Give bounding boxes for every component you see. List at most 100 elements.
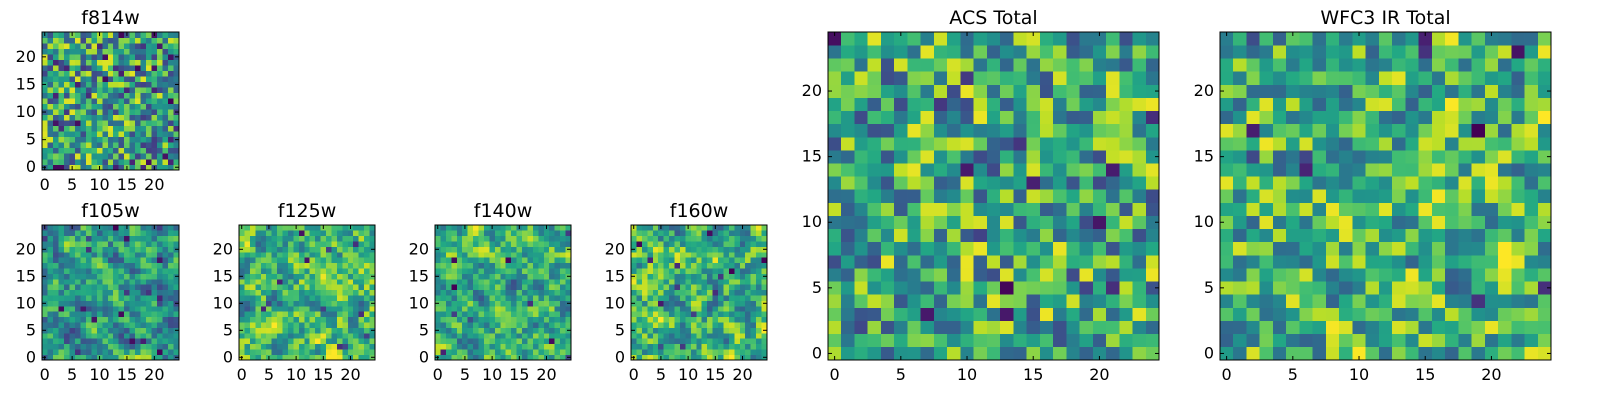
heatmap-cell — [102, 338, 109, 345]
heatmap-cell — [42, 158, 48, 165]
heatmap-cell — [47, 43, 54, 49]
heatmap-cell — [129, 349, 136, 355]
heatmap-cell — [1445, 189, 1459, 203]
heatmap-cell — [1106, 215, 1120, 230]
heatmap-cell — [516, 262, 523, 269]
heatmap-cell — [107, 252, 114, 258]
heatmap-cell — [69, 300, 76, 307]
heatmap-cell — [1272, 333, 1287, 348]
heatmap-cell — [527, 284, 534, 291]
heatmap-cell — [1299, 123, 1313, 138]
heatmap-cell — [282, 338, 289, 345]
heatmap-cell — [690, 343, 697, 350]
heatmap-cell — [690, 300, 697, 307]
heatmap-cell — [69, 333, 76, 339]
heatmap-cell — [750, 268, 757, 274]
heatmap-cell — [304, 230, 311, 237]
heatmap-cell — [1498, 228, 1512, 243]
heatmap-cell — [168, 109, 174, 116]
heatmap-cell — [1079, 71, 1094, 85]
heatmap-cell — [239, 241, 245, 247]
heatmap-cell — [69, 327, 76, 334]
heatmap-cell — [107, 142, 114, 149]
heatmap-cell — [658, 257, 664, 264]
heatmap-cell — [293, 273, 300, 280]
heatmap-cell — [841, 228, 855, 243]
heatmap-cell — [1378, 110, 1393, 125]
heatmap-cell — [342, 246, 349, 253]
heatmap-cell — [244, 333, 251, 339]
heatmap-cell — [734, 257, 741, 264]
heatmap-cell — [304, 306, 311, 312]
heatmap-cell — [734, 279, 741, 285]
heatmap-cell — [309, 235, 316, 242]
heatmap-cell — [986, 346, 1001, 361]
heatmap-cell — [277, 327, 283, 334]
heatmap-cell — [532, 354, 539, 361]
heatmap-cell — [467, 241, 474, 247]
heatmap-cell — [364, 225, 370, 231]
heatmap-cell — [244, 273, 251, 280]
heatmap-cell — [451, 316, 458, 323]
heatmap-cell — [326, 225, 332, 231]
heatmap-cell — [1484, 110, 1499, 125]
heatmap-cell — [118, 300, 125, 307]
heatmap-cell — [1000, 189, 1014, 203]
heatmap-cell — [47, 76, 54, 82]
heatmap-cell — [532, 225, 539, 231]
heatmap-cell — [52, 37, 59, 44]
heatmap-cell — [894, 150, 908, 164]
heatmap-cell — [42, 262, 48, 269]
heatmap-cell — [113, 32, 120, 38]
heatmap-cell — [1286, 123, 1300, 138]
heatmap-cell — [1537, 228, 1552, 243]
heatmap-cell — [326, 279, 332, 285]
heatmap-cell — [565, 252, 572, 258]
heatmap-cell — [701, 273, 708, 280]
heatmap-cell — [560, 279, 566, 285]
heatmap-cell — [500, 354, 507, 361]
heatmap-cell — [342, 284, 349, 291]
heatmap-cell — [129, 289, 136, 296]
heatmap-cell — [679, 241, 686, 247]
heatmap-cell — [538, 257, 545, 264]
heatmap-cell — [1405, 281, 1419, 295]
heatmap-cell — [124, 92, 130, 99]
heatmap-cell — [473, 262, 479, 269]
heatmap-cell — [107, 114, 114, 121]
heatmap-cell — [1132, 215, 1147, 230]
heatmap-cell — [69, 103, 76, 110]
heatmap-cell — [1312, 281, 1327, 295]
heatmap-cell — [1405, 110, 1419, 125]
heatmap-cell — [516, 333, 523, 339]
heatmap-cell — [1352, 58, 1366, 72]
heatmap-cell — [907, 255, 921, 269]
heatmap-cell — [511, 333, 517, 339]
heatmap-cell — [894, 163, 908, 177]
heatmap-cell — [271, 295, 278, 301]
heatmap-cell — [554, 333, 561, 339]
heatmap-cell — [554, 327, 561, 334]
heatmap-cell — [1132, 241, 1147, 256]
heatmap-cell — [58, 98, 65, 105]
heatmap-cell — [933, 110, 948, 125]
heatmap-cell — [560, 252, 566, 258]
heatmap-cell — [707, 252, 713, 258]
heatmap-cell — [1299, 97, 1313, 112]
heatmap-cell — [445, 262, 452, 269]
heatmap-cell — [1013, 268, 1027, 282]
heatmap-cell — [707, 241, 713, 247]
heatmap-cell — [647, 306, 654, 312]
heatmap-cell — [118, 65, 125, 71]
heatmap-cell — [287, 268, 294, 274]
heatmap-cell — [146, 131, 152, 138]
heatmap-cell — [364, 327, 370, 334]
heatmap-cell — [947, 320, 961, 335]
heatmap-cell — [907, 32, 921, 46]
heatmap-cell — [685, 333, 692, 339]
heatmap-cell — [63, 289, 70, 296]
heatmap-cell — [304, 300, 311, 307]
heatmap-cell — [1039, 255, 1054, 269]
heatmap-cell — [494, 306, 501, 312]
heatmap-cell — [511, 279, 517, 285]
